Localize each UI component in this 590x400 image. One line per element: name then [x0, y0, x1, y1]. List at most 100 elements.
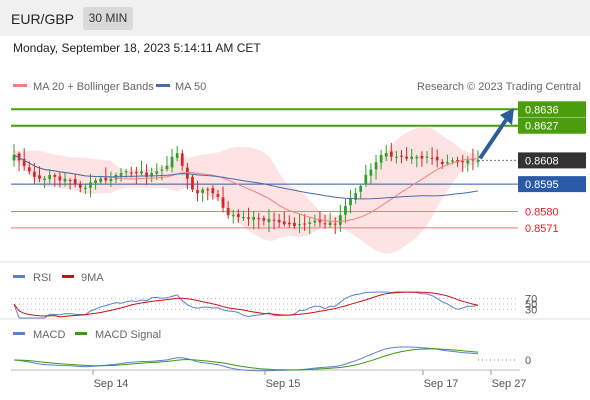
- moving-averages: [13, 154, 479, 223]
- copyright-text: Research © 2023 Trading Central: [417, 81, 581, 93]
- candle-body: [308, 222, 312, 224]
- candle-body: [216, 194, 220, 197]
- candle-body: [12, 154, 16, 161]
- candle-body: [33, 171, 36, 177]
- candle-body: [155, 171, 159, 174]
- candle-body: [303, 223, 307, 225]
- candle-body: [140, 171, 143, 174]
- macd-legend-swatch: [13, 332, 25, 335]
- candle-body: [379, 154, 383, 163]
- rsi-ma-line: [13, 291, 479, 318]
- rsi-tick-label: 30: [525, 305, 537, 317]
- candlesticks: [12, 142, 480, 235]
- candle-body: [226, 208, 230, 216]
- candle-body: [262, 218, 266, 221]
- candle-body: [287, 222, 291, 225]
- candle-body: [349, 198, 352, 206]
- candle-body: [17, 153, 21, 161]
- candle-body: [150, 173, 154, 177]
- top-bar: EUR/GBP 30 MIN: [0, 0, 590, 36]
- candle-body: [196, 190, 199, 194]
- candle-body: [27, 167, 31, 172]
- forecast-arrow: [478, 107, 514, 160]
- candle-body: [333, 223, 337, 225]
- resistance-label-box: [518, 101, 586, 118]
- resistance-label-box: [518, 117, 586, 134]
- candle-body: [185, 167, 189, 179]
- candle-body: [94, 180, 97, 184]
- candle-body: [425, 156, 429, 158]
- ma50-legend-swatch: [156, 84, 170, 87]
- candle-body: [104, 177, 108, 181]
- candle-body: [466, 160, 470, 164]
- price-labels: 0.8636 0.8627 0.8608 0.8595 0.8580 0.8571: [518, 101, 586, 235]
- x-tick-label: Sep 14: [94, 378, 129, 390]
- candle-body: [53, 174, 57, 177]
- candle-body: [323, 223, 327, 225]
- forecast-arrow-shaft: [478, 118, 508, 160]
- candle-body: [446, 162, 449, 164]
- resistance-label: 0.8636: [525, 104, 559, 116]
- rsi-ma-legend-swatch: [62, 275, 74, 278]
- ma20-legend-label: MA 20 + Bollinger Bands: [33, 81, 154, 93]
- candle-body: [364, 175, 368, 185]
- candle-body: [272, 219, 276, 221]
- candle-body: [63, 178, 67, 182]
- last-price-label: 0.8608: [525, 155, 559, 167]
- candle-body: [338, 215, 342, 225]
- candle-body: [22, 158, 26, 166]
- macd-signal-line: [13, 348, 479, 371]
- x-tick-label: Sep 27: [492, 378, 527, 390]
- candle-body: [430, 157, 434, 159]
- candle-body: [313, 220, 317, 223]
- ma50-line: [13, 154, 479, 200]
- candle-body: [48, 175, 52, 180]
- macd-signal-legend-label: MACD Signal: [95, 329, 161, 341]
- macd-legend-label: MACD: [33, 329, 65, 341]
- x-tick-label: Sep 15: [266, 378, 301, 390]
- candle-body: [476, 160, 480, 162]
- ma50-legend-label: MA 50: [175, 81, 206, 93]
- forecast-arrowhead: [500, 107, 514, 125]
- candle-body: [374, 162, 378, 170]
- bollinger-band-area: [14, 127, 478, 254]
- rsi-tick-label: 70: [525, 293, 537, 305]
- candle-body: [201, 189, 205, 193]
- candle-body: [211, 188, 215, 194]
- candle-body: [328, 222, 332, 225]
- candle-body: [293, 222, 296, 227]
- candle-body: [344, 206, 347, 215]
- candle-body: [170, 156, 174, 168]
- candle-body: [165, 165, 169, 170]
- pivot-label: 0.8595: [525, 179, 559, 191]
- x-axis-ticks: Sep 14 Sep 15 Sep 17 Sep 27: [92, 370, 527, 390]
- rsi-legend-label: RSI: [33, 272, 51, 284]
- candle-body: [119, 173, 123, 177]
- candle-body: [129, 172, 133, 174]
- timeframe-button[interactable]: 30 MIN: [83, 7, 133, 30]
- rsi-tick-label: 50: [525, 299, 537, 311]
- macd-signal-legend-swatch: [75, 332, 87, 335]
- candle-body: [395, 156, 398, 158]
- candle-body: [221, 197, 225, 208]
- instrument-title: EUR/GBP: [11, 11, 75, 27]
- candle-body: [400, 155, 403, 157]
- candle-body: [410, 156, 414, 159]
- candle-body: [191, 176, 194, 190]
- last-price-label-box: [518, 152, 586, 169]
- candle-body: [68, 180, 72, 182]
- candle-body: [318, 218, 322, 223]
- candle-body: [461, 161, 465, 163]
- candle-body: [242, 216, 245, 218]
- bollinger-bands: [14, 127, 478, 254]
- candle-body: [231, 215, 235, 217]
- x-tick-label: Sep 17: [424, 378, 459, 390]
- candle-body: [38, 175, 41, 179]
- candle-body: [247, 217, 250, 219]
- candle-body: [420, 155, 424, 159]
- candle-body: [369, 169, 373, 176]
- candle-body: [73, 178, 77, 185]
- macd-panel: 0: [13, 346, 531, 372]
- candle-body: [124, 171, 128, 173]
